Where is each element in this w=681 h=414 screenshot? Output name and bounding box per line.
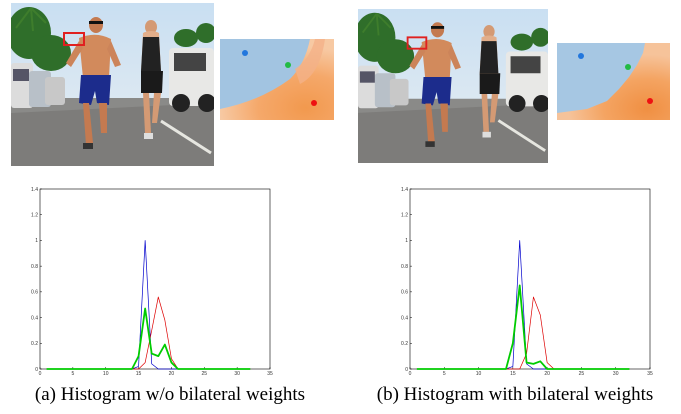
x-tick-label: 10 <box>103 371 109 377</box>
y-tick-label: 1.2 <box>401 213 408 219</box>
blue-dot <box>242 50 248 56</box>
x-tick-label: 35 <box>647 371 653 377</box>
plot-frame <box>39 188 271 370</box>
selection-box <box>406 36 428 50</box>
x-tick-label: 5 <box>71 371 74 377</box>
x-tick-label: 35 <box>267 371 273 377</box>
y-tick-label: 0.4 <box>31 315 38 321</box>
y-tick-label: 0.2 <box>401 341 408 347</box>
x-tick-label: 5 <box>443 371 446 377</box>
x-tick-label: 20 <box>544 371 550 377</box>
runners-photo <box>358 9 548 163</box>
y-tick-label: 1 <box>35 238 38 244</box>
green-dot <box>625 64 631 70</box>
y-tick-label: 0.8 <box>401 264 408 270</box>
plot-frame <box>409 188 651 370</box>
y-tick-label: 0 <box>35 367 38 373</box>
y-tick-label: 0.6 <box>401 290 408 296</box>
series-line-2 <box>416 284 630 370</box>
runners-photo <box>11 3 214 166</box>
zoomed-crop <box>220 39 334 120</box>
selection-box <box>63 32 85 46</box>
series-line-1 <box>46 296 251 370</box>
x-tick-label: 10 <box>476 371 482 377</box>
blue-dot <box>578 53 584 59</box>
series-line-2 <box>46 307 251 370</box>
green-dot <box>285 62 291 68</box>
red-dot <box>647 98 653 104</box>
histogram-chart: 0 5 10 15 20 25 30 35 0 0.2 0.4 0.6 0.8 1 1.2 1.4 <box>28 183 288 383</box>
series-line-1 <box>416 296 630 370</box>
y-tick-label: 0.2 <box>31 341 38 347</box>
x-tick-label: 20 <box>169 371 175 377</box>
y-tick-label: 0 <box>405 367 408 373</box>
x-tick-label: 25 <box>202 371 208 377</box>
y-tick-label: 0.6 <box>31 290 38 296</box>
x-tick-label: 15 <box>510 371 516 377</box>
x-tick-label: 0 <box>39 371 42 377</box>
x-tick-label: 15 <box>136 371 142 377</box>
panel-b: 0 5 10 15 20 25 30 35 0 0.2 0.4 0.6 0.8 1 1.2 1.4 (b) H… <box>345 0 681 414</box>
y-tick-label: 0.4 <box>401 315 408 321</box>
x-tick-label: 0 <box>409 371 412 377</box>
x-tick-label: 30 <box>234 371 240 377</box>
zoomed-crop <box>557 43 670 120</box>
caption: (a) Histogram w/o bilateral weights <box>34 384 306 405</box>
y-tick-label: 0.8 <box>31 264 38 270</box>
histogram-chart: 0 5 10 15 20 25 30 35 0 0.2 0.4 0.6 0.8 1 1.2 1.4 <box>398 183 668 383</box>
panel-a: 0 5 10 15 20 25 30 35 0 0.2 0.4 0.6 0.8 1 1.2 1.4 (a) H… <box>0 0 340 414</box>
y-tick-label: 1 <box>405 238 408 244</box>
y-tick-label: 1.4 <box>31 187 38 193</box>
red-dot <box>311 100 317 106</box>
y-tick-label: 1.2 <box>31 213 38 219</box>
y-tick-label: 1.4 <box>401 187 408 193</box>
x-tick-label: 30 <box>613 371 619 377</box>
caption: (b) Histogram with bilateral weights <box>376 384 654 405</box>
x-tick-label: 25 <box>579 371 585 377</box>
